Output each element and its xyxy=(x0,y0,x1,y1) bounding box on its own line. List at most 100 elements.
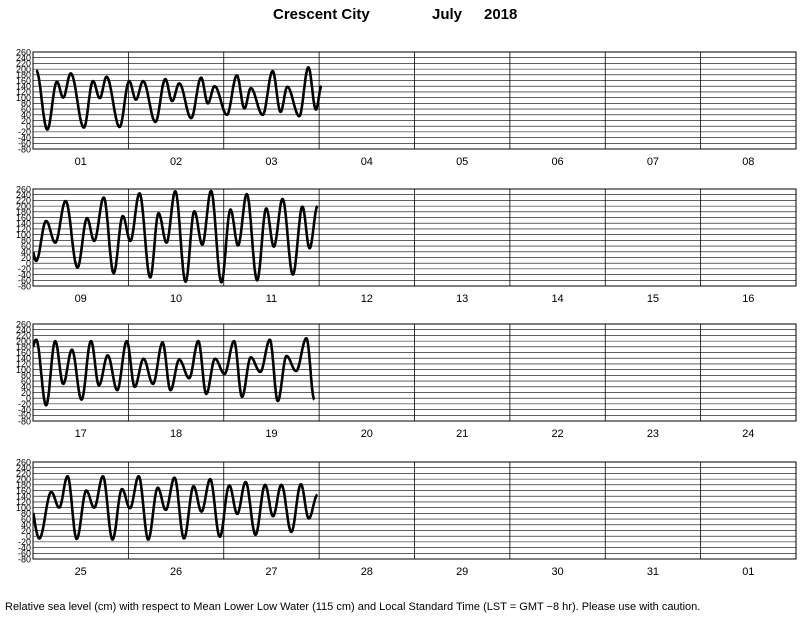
y-tick-label: -80 xyxy=(18,554,31,564)
y-tick-label: -80 xyxy=(18,281,31,291)
y-tick-label: -20 xyxy=(18,399,31,409)
chart-title: Crescent City July 2018 xyxy=(0,6,800,26)
y-tick-label: -80 xyxy=(18,144,31,154)
y-tick-label: -40 xyxy=(18,133,31,143)
day-label: 27 xyxy=(265,566,277,578)
panel-frame xyxy=(32,51,797,150)
y-tick-label: -20 xyxy=(18,127,31,137)
day-label: 07 xyxy=(647,156,659,168)
y-tick-label: 240 xyxy=(16,463,31,473)
day-label: 30 xyxy=(551,566,563,578)
y-tick-label: 80 xyxy=(21,236,31,246)
y-tick-label: 40 xyxy=(21,110,31,120)
panel-frame xyxy=(32,461,797,560)
y-tick-label: -80 xyxy=(18,416,31,426)
y-tick-label: 20 xyxy=(21,253,31,263)
tide-panel: -80-60-40-200204060801001201401601802002… xyxy=(16,457,797,578)
day-label: 16 xyxy=(742,293,754,305)
day-label: 14 xyxy=(551,293,563,305)
y-tick-label: 160 xyxy=(16,486,31,496)
day-label: 01 xyxy=(75,156,87,168)
tide-panel: -80-60-40-200204060801001201401601802002… xyxy=(16,184,797,305)
station-name: Crescent City xyxy=(273,6,370,23)
y-tick-label: 120 xyxy=(16,497,31,507)
day-label: 28 xyxy=(361,566,373,578)
y-tick-label: 180 xyxy=(16,342,31,352)
y-tick-label: 160 xyxy=(16,213,31,223)
y-tick-label: -40 xyxy=(18,405,31,415)
y-tick-label: 120 xyxy=(16,87,31,97)
y-tick-label: 160 xyxy=(16,348,31,358)
y-tick-label: 100 xyxy=(16,365,31,375)
day-label: 29 xyxy=(456,566,468,578)
y-tick-label: -60 xyxy=(18,549,31,559)
y-tick-label: 60 xyxy=(21,104,31,114)
y-tick-label: 200 xyxy=(16,64,31,74)
y-tick-label: 100 xyxy=(16,503,31,513)
y-tick-label: 80 xyxy=(21,99,31,109)
day-label: 18 xyxy=(170,428,182,440)
tide-curve xyxy=(33,337,316,407)
y-tick-label: 200 xyxy=(16,201,31,211)
y-tick-label: 40 xyxy=(21,520,31,530)
y-tick-label: -20 xyxy=(18,264,31,274)
y-tick-label: 60 xyxy=(21,241,31,251)
y-tick-label: 0 xyxy=(26,121,31,131)
day-label: 10 xyxy=(170,293,182,305)
y-tick-label: 80 xyxy=(21,509,31,519)
day-label: 22 xyxy=(551,428,563,440)
y-tick-label: 260 xyxy=(16,457,31,467)
y-tick-label: 120 xyxy=(16,359,31,369)
tide-curve xyxy=(33,475,319,541)
y-tick-label: 220 xyxy=(16,331,31,341)
y-tick-label: 140 xyxy=(16,492,31,502)
y-tick-label: 160 xyxy=(16,76,31,86)
day-label: 19 xyxy=(265,428,277,440)
y-tick-label: -60 xyxy=(18,276,31,286)
y-tick-label: 0 xyxy=(26,258,31,268)
panel-frame xyxy=(32,323,797,422)
tide-curve xyxy=(33,189,319,284)
day-label: 12 xyxy=(361,293,373,305)
y-tick-label: -40 xyxy=(18,543,31,553)
day-label: 20 xyxy=(361,428,373,440)
y-tick-label: -40 xyxy=(18,270,31,280)
day-label: 11 xyxy=(266,293,277,305)
day-label: 01 xyxy=(742,566,754,578)
y-tick-label: 240 xyxy=(16,325,31,335)
footer-note: Relative sea level (cm) with respect to … xyxy=(5,601,701,613)
day-label: 24 xyxy=(742,428,754,440)
y-tick-label: 220 xyxy=(16,196,31,206)
y-tick-label: 100 xyxy=(16,93,31,103)
day-label: 31 xyxy=(647,566,659,578)
y-tick-label: 40 xyxy=(21,382,31,392)
y-tick-label: -60 xyxy=(18,139,31,149)
y-tick-label: 40 xyxy=(21,247,31,257)
day-label: 13 xyxy=(456,293,468,305)
day-label: 09 xyxy=(75,293,87,305)
day-label: 26 xyxy=(170,566,182,578)
y-tick-label: 180 xyxy=(16,480,31,490)
y-tick-label: 100 xyxy=(16,230,31,240)
tide-curve xyxy=(35,66,323,131)
y-tick-label: 80 xyxy=(21,371,31,381)
y-tick-label: 260 xyxy=(16,184,31,194)
year-label: 2018 xyxy=(484,6,518,23)
day-label: 04 xyxy=(361,156,373,168)
day-label: 05 xyxy=(456,156,468,168)
month-label: July xyxy=(432,6,463,23)
y-tick-label: -20 xyxy=(18,537,31,547)
day-label: 21 xyxy=(456,428,468,440)
y-tick-label: 0 xyxy=(26,393,31,403)
y-tick-label: 200 xyxy=(16,474,31,484)
day-label: 03 xyxy=(265,156,277,168)
panel-frame xyxy=(32,188,797,287)
y-tick-label: 180 xyxy=(16,207,31,217)
y-tick-label: 20 xyxy=(21,388,31,398)
y-tick-label: 260 xyxy=(16,47,31,57)
day-label: 06 xyxy=(551,156,563,168)
day-label: 25 xyxy=(75,566,87,578)
y-tick-label: 180 xyxy=(16,70,31,80)
y-tick-label: 200 xyxy=(16,336,31,346)
